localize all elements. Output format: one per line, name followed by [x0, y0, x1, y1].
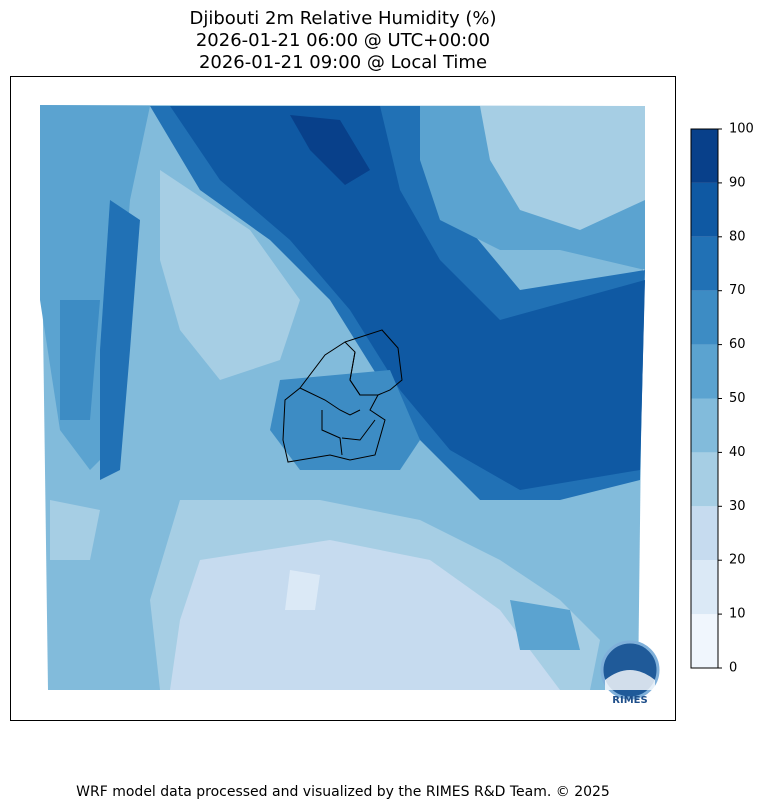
- colorbar-segment: [691, 398, 718, 453]
- logo-text: RIMES: [612, 695, 647, 706]
- colorbar-segment: [691, 506, 718, 561]
- colorbar-segment: [691, 560, 718, 615]
- title-line: 2026-01-21 06:00 @ UTC+00:00: [196, 30, 490, 51]
- title-line: 2026-01-21 09:00 @ Local Time: [199, 52, 487, 73]
- colorbar-tick-label: 90: [729, 175, 746, 190]
- colorbar-tick-label: 10: [729, 607, 746, 622]
- colorbar-segment: [691, 290, 718, 345]
- colorbar-tick-label: 40: [729, 445, 746, 460]
- colorbar-segment: [691, 182, 718, 237]
- title-line: Djibouti 2m Relative Humidity (%): [190, 8, 497, 29]
- humidity-field: [40, 105, 645, 690]
- colorbar-segment: [691, 129, 718, 183]
- colorbar-segment: [691, 236, 718, 291]
- colorbar-segment: [691, 344, 718, 399]
- colorbar-tick-label: 80: [729, 229, 746, 244]
- colorbar: 0 10 20 30 40 50 60 70 80 90 100: [690, 122, 754, 676]
- colorbar-segment: [691, 452, 718, 507]
- colorbar-tick-label: 0: [729, 661, 737, 676]
- colorbar-tick-label: 30: [729, 499, 746, 514]
- colorbar-tick-label: 20: [729, 553, 746, 568]
- colorbar-tick-label: 70: [729, 283, 746, 298]
- colorbar-tick-label: 60: [729, 337, 746, 352]
- country-borders: [282, 329, 403, 463]
- logo: RIMES: [600, 640, 660, 706]
- colorbar-tick-label: 100: [729, 122, 754, 137]
- colorbar-segment: [691, 614, 718, 668]
- colorbar-tick-label: 50: [729, 391, 746, 406]
- footer: WRF model data processed and visualized …: [76, 784, 610, 800]
